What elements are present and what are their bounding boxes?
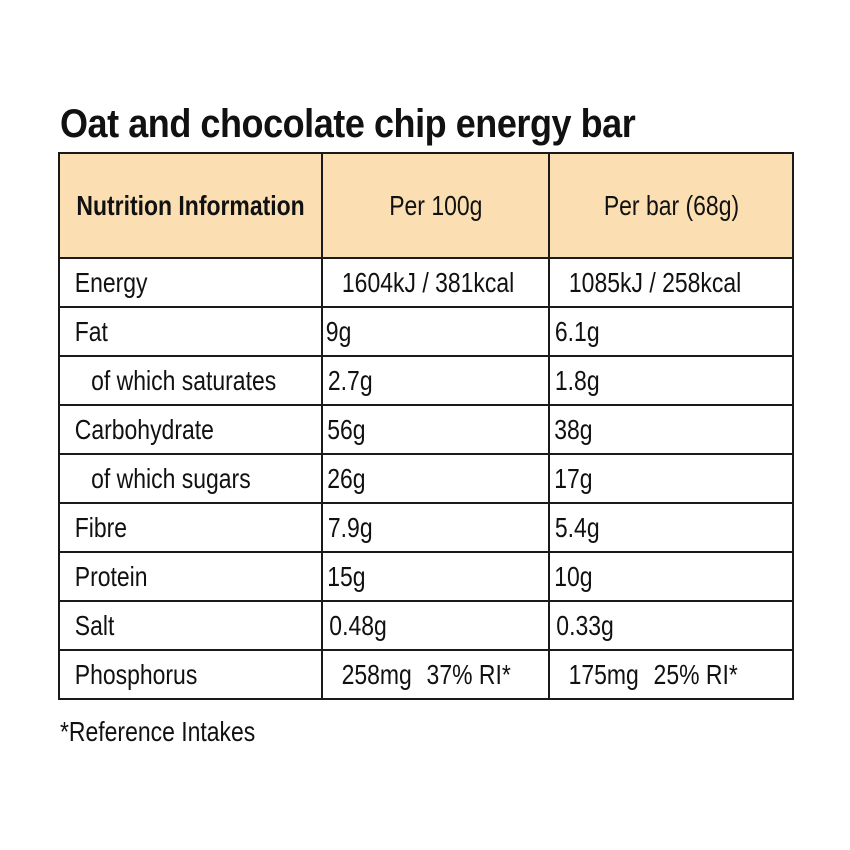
value-per-100g: 2.7g [321, 355, 550, 406]
header-nutrition-information: Nutrition Information [58, 152, 323, 259]
phosphorus-amount-100g: 258mg [341, 658, 412, 690]
value-per-bar: 0.33g [548, 600, 794, 651]
row-label: Energy [58, 257, 323, 308]
row-label: Protein [58, 551, 323, 602]
phosphorus-ri-bar: 25% RI* [653, 658, 738, 690]
value-per-100g: 26g [321, 453, 550, 504]
table-row-fat: Fat 9g 6.1g [58, 306, 794, 357]
table-header-row: Nutrition Information Per 100g Per bar (… [58, 152, 794, 259]
value-per-bar: 5.4g [548, 502, 794, 553]
row-label: of which sugars [58, 453, 323, 504]
row-label: Phosphorus [58, 649, 323, 700]
value-per-100g: 1604kJ / 381kcal [321, 257, 550, 308]
table-row-protein: Protein 15g 10g [58, 551, 794, 602]
row-label: Salt [58, 600, 323, 651]
value-per-bar: 17g [548, 453, 794, 504]
value-per-100g: 9g [321, 306, 550, 357]
nutrition-table: Nutrition Information Per 100g Per bar (… [58, 152, 794, 700]
row-label: of which saturates [58, 355, 323, 406]
page-title: Oat and chocolate chip energy bar [60, 102, 636, 146]
table-row-carbohydrate: Carbohydrate 56g 38g [58, 404, 794, 455]
header-per-100g: Per 100g [321, 152, 550, 259]
value-per-100g: 258mg 37% RI* [321, 649, 550, 700]
phosphorus-amount-bar: 175mg [568, 658, 639, 690]
row-label: Carbohydrate [58, 404, 323, 455]
table-row-fibre: Fibre 7.9g 5.4g [58, 502, 794, 553]
value-per-100g: 0.48g [321, 600, 550, 651]
table-row-salt: Salt 0.48g 0.33g [58, 600, 794, 651]
value-per-100g: 56g [321, 404, 550, 455]
phosphorus-ri-100g: 37% RI* [426, 658, 511, 690]
table-row-energy: Energy 1604kJ / 381kcal 1085kJ / 258kcal [58, 257, 794, 308]
value-per-bar: 6.1g [548, 306, 794, 357]
value-per-bar: 175mg 25% RI* [548, 649, 794, 700]
footnote-reference-intakes: *Reference Intakes [60, 716, 256, 747]
table-row-saturates: of which saturates 2.7g 1.8g [58, 355, 794, 406]
table-row-phosphorus: Phosphorus 258mg 37% RI* 175mg 25% RI* [58, 649, 794, 700]
header-per-bar: Per bar (68g) [548, 152, 794, 259]
table-row-sugars: of which sugars 26g 17g [58, 453, 794, 504]
row-label: Fibre [58, 502, 323, 553]
value-per-bar: 1.8g [548, 355, 794, 406]
row-label: Fat [58, 306, 323, 357]
value-per-100g: 15g [321, 551, 550, 602]
value-per-100g: 7.9g [321, 502, 550, 553]
value-per-bar: 38g [548, 404, 794, 455]
value-per-bar: 1085kJ / 258kcal [548, 257, 794, 308]
value-per-bar: 10g [548, 551, 794, 602]
